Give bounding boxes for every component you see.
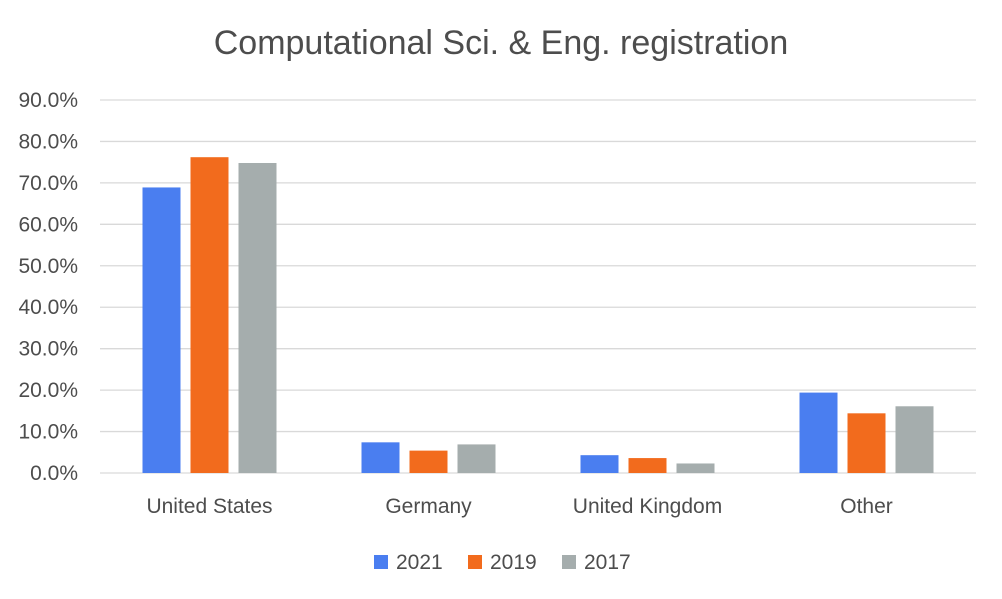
y-tick-label: 0.0% — [30, 462, 78, 485]
legend-label: 2019 — [490, 551, 537, 574]
y-tick-label: 90.0% — [18, 89, 78, 112]
bar-2021-germany — [361, 442, 400, 473]
x-category-label: Other — [840, 495, 893, 518]
legend-swatch-2021 — [374, 555, 388, 569]
bar-2021-united-states — [142, 187, 181, 473]
legend-label: 2017 — [584, 551, 631, 574]
bar-2017-other — [895, 406, 934, 473]
bar-2019-united-states — [190, 157, 229, 473]
bars — [142, 157, 934, 474]
y-tick-label: 40.0% — [18, 296, 78, 319]
bar-2017-united-kingdom — [676, 463, 715, 473]
y-tick-label: 70.0% — [18, 172, 78, 195]
bar-2019-germany — [409, 450, 448, 473]
y-tick-label: 10.0% — [18, 421, 78, 444]
y-tick-label: 60.0% — [18, 213, 78, 236]
bar-2021-united-kingdom — [580, 455, 619, 473]
y-tick-label: 20.0% — [18, 379, 78, 402]
bar-2019-other — [847, 413, 886, 473]
x-category-label: United States — [146, 495, 272, 518]
gridlines — [100, 99, 976, 474]
legend: 2021 2019 2017 — [374, 551, 631, 574]
chart-title: Computational Sci. & Eng. registration — [214, 24, 789, 62]
y-tick-label: 30.0% — [18, 338, 78, 361]
legend-swatch-2019 — [468, 555, 482, 569]
x-category-label: United Kingdom — [573, 495, 722, 518]
legend-label: 2021 — [396, 551, 443, 574]
x-category-label: Germany — [385, 495, 472, 518]
y-tick-label: 80.0% — [18, 130, 78, 153]
bar-2021-other — [799, 392, 838, 473]
bar-2017-united-states — [238, 162, 277, 474]
y-tick-label: 50.0% — [18, 255, 78, 278]
legend-swatch-2017 — [562, 555, 576, 569]
x-axis-categories: United States Germany United Kingdom Other — [146, 495, 892, 518]
bar-2019-united-kingdom — [628, 458, 667, 473]
bar-2017-germany — [457, 444, 496, 473]
y-axis-ticks: 0.0% 10.0% 20.0% 30.0% 40.0% 50.0% 60.0% 70.0% 8… — [18, 89, 78, 485]
